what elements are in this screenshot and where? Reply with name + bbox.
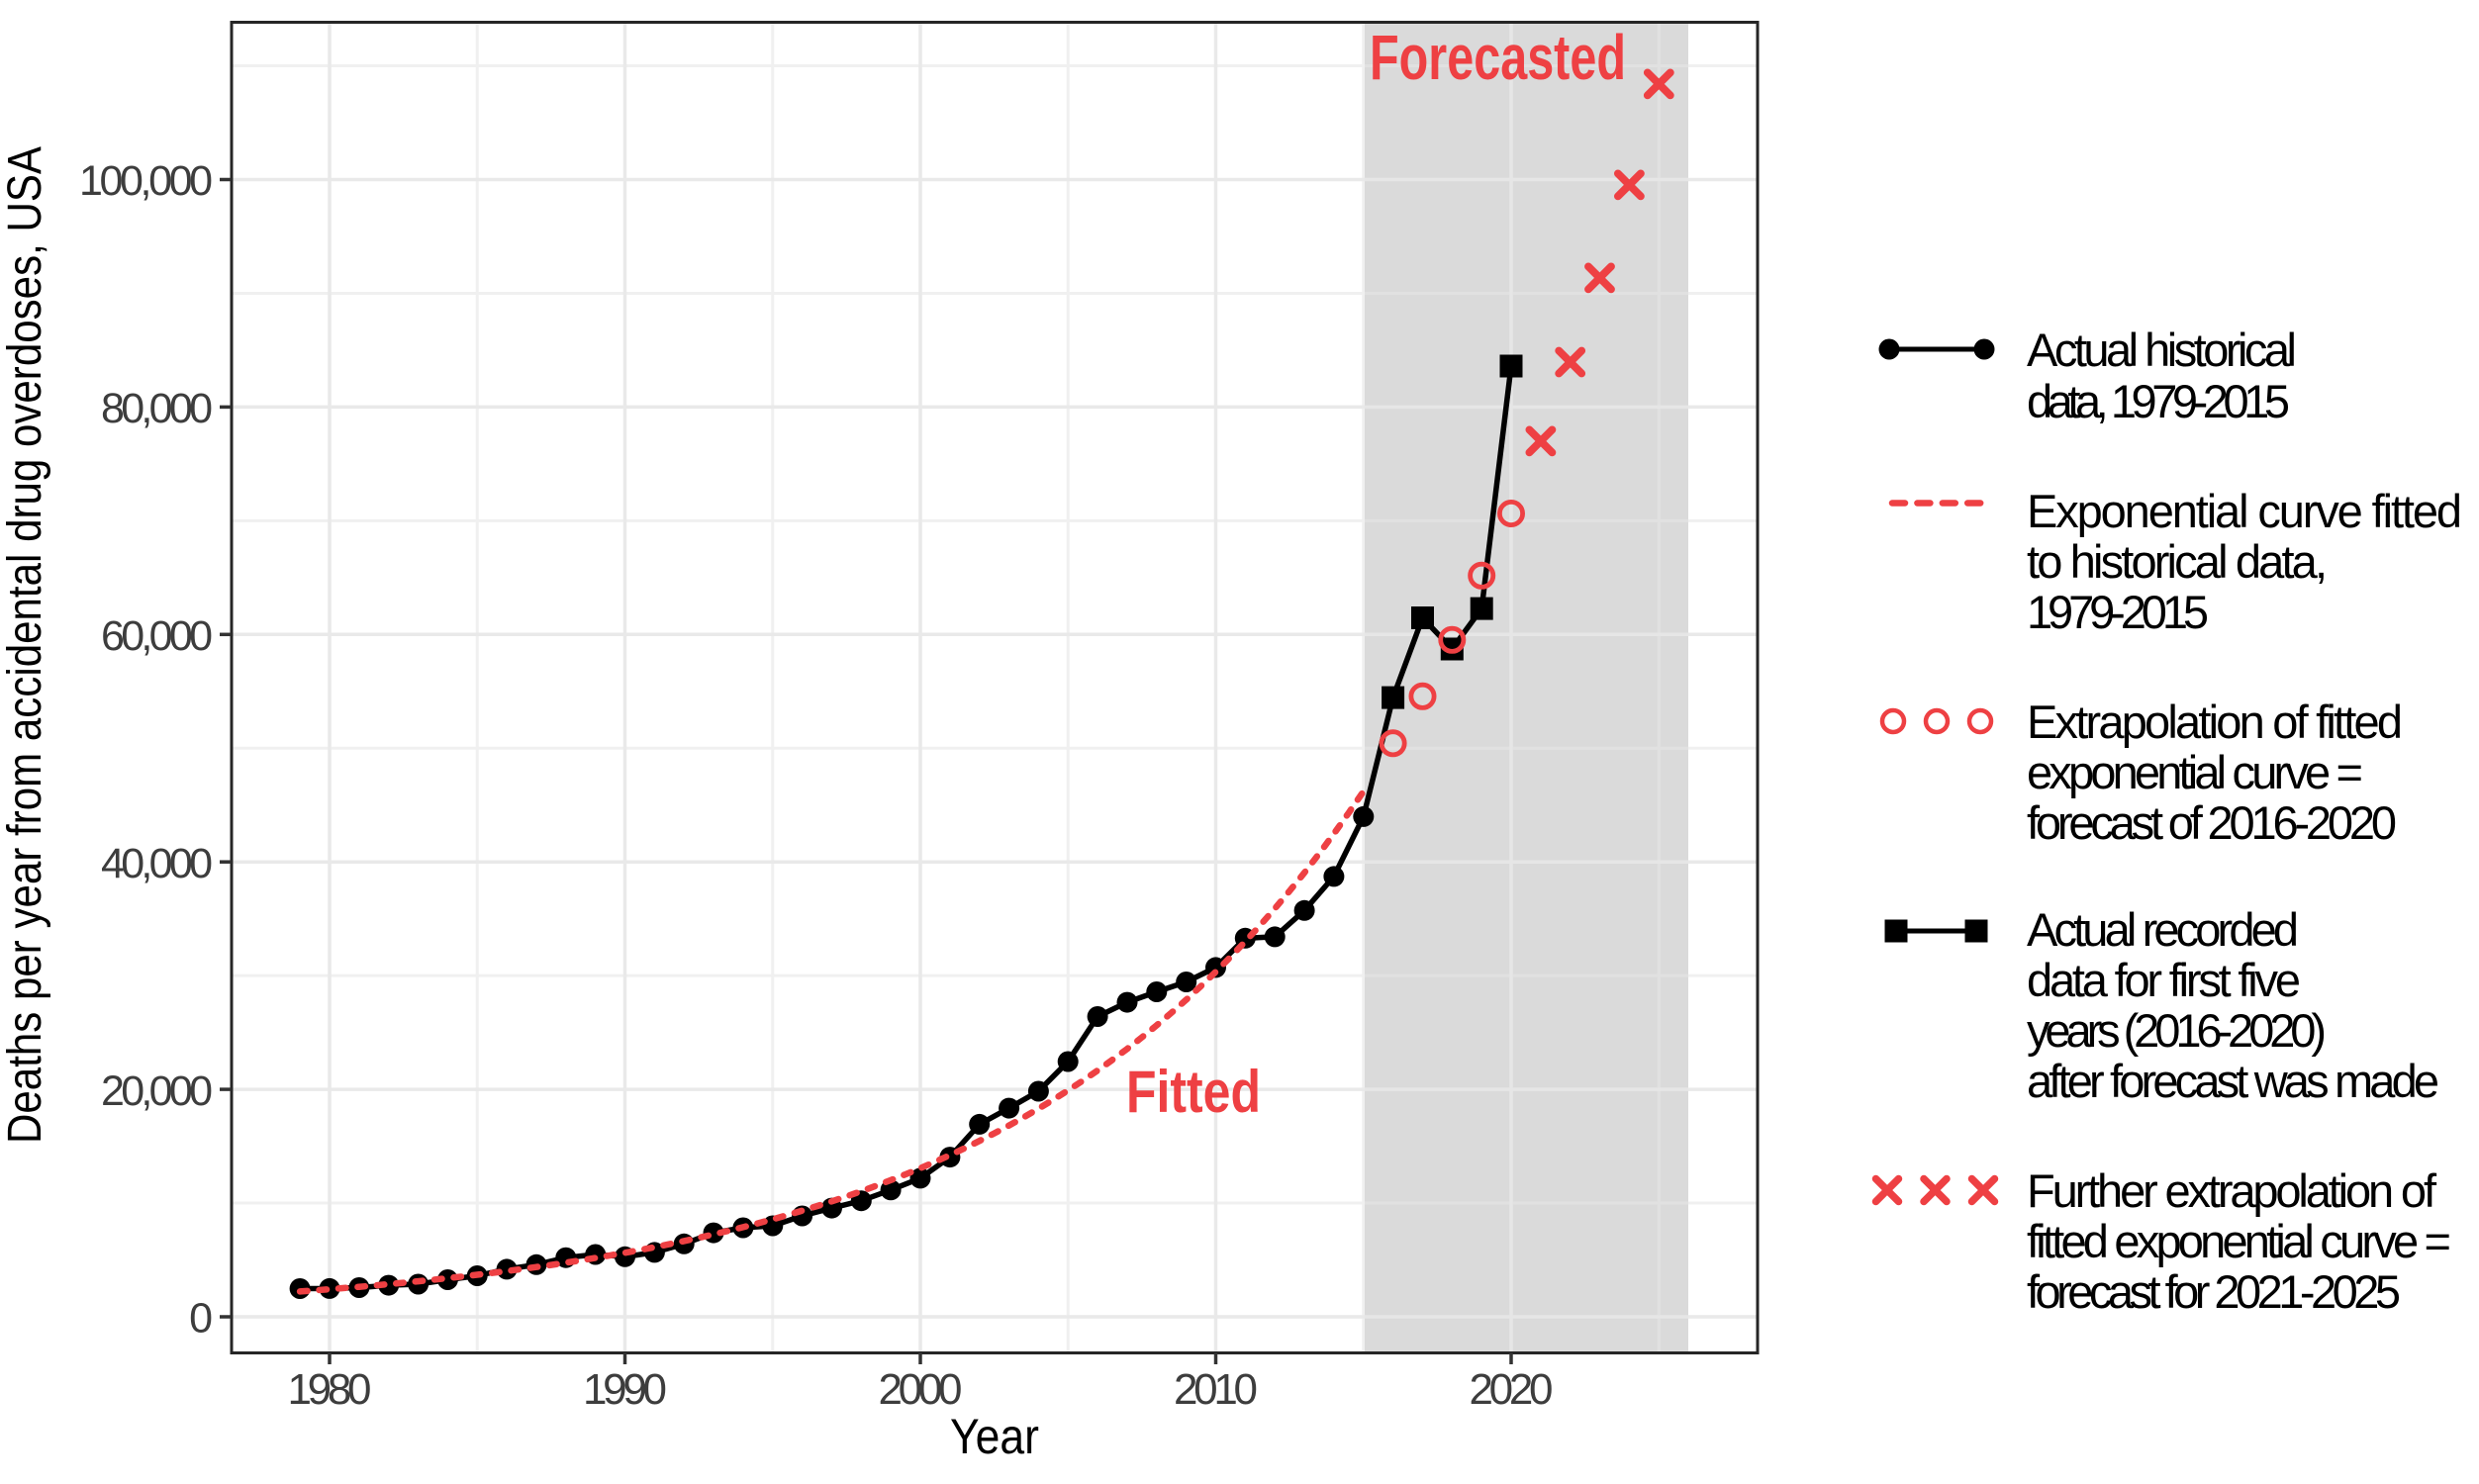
svg-text:60,000: 60,000 bbox=[101, 612, 213, 660]
svg-text:data, 1979-2015: data, 1979-2015 bbox=[2027, 375, 2290, 427]
svg-text:data for first five: data for first five bbox=[2027, 954, 2301, 1006]
svg-text:1979-2015: 1979-2015 bbox=[2027, 586, 2209, 638]
svg-text:1980: 1980 bbox=[288, 1365, 372, 1414]
svg-text:Fitted: Fitted bbox=[1126, 1059, 1261, 1125]
svg-text:Forecasted: Forecasted bbox=[1370, 22, 1626, 93]
svg-text:Actual recorded: Actual recorded bbox=[2027, 903, 2299, 956]
svg-text:0: 0 bbox=[189, 1295, 213, 1343]
svg-text:Exponential curve fitted: Exponential curve fitted bbox=[2027, 485, 2462, 537]
svg-text:Extrapolation of fitted: Extrapolation of fitted bbox=[2027, 696, 2403, 748]
svg-text:Actual historical: Actual historical bbox=[2027, 324, 2297, 376]
svg-text:years (2016-2020): years (2016-2020) bbox=[2027, 1004, 2327, 1057]
svg-text:Year: Year bbox=[950, 1409, 1039, 1464]
svg-text:forecast of 2016-2020: forecast of 2016-2020 bbox=[2027, 796, 2397, 849]
svg-text:after forecast was made: after forecast was made bbox=[2027, 1055, 2439, 1107]
svg-text:to historical data,: to historical data, bbox=[2027, 535, 2328, 588]
svg-text:forecast for 2021-2025: forecast for 2021-2025 bbox=[2027, 1265, 2401, 1318]
svg-text:40,000: 40,000 bbox=[101, 840, 213, 887]
svg-text:1990: 1990 bbox=[583, 1365, 667, 1414]
svg-text:2000: 2000 bbox=[879, 1365, 963, 1414]
svg-text:Deaths per year from accidenta: Deaths per year from accidental drug ove… bbox=[0, 146, 51, 1144]
svg-text:100,000: 100,000 bbox=[79, 157, 213, 205]
svg-text:2020: 2020 bbox=[1470, 1365, 1554, 1414]
svg-text:fitted exponential curve =: fitted exponential curve = bbox=[2027, 1215, 2451, 1267]
svg-text:20,000: 20,000 bbox=[101, 1067, 213, 1115]
svg-text:exponential curve =: exponential curve = bbox=[2027, 746, 2363, 798]
svg-text:80,000: 80,000 bbox=[101, 385, 213, 432]
svg-text:Further extrapolation of: Further extrapolation of bbox=[2027, 1164, 2437, 1217]
svg-text:2010: 2010 bbox=[1174, 1365, 1258, 1414]
